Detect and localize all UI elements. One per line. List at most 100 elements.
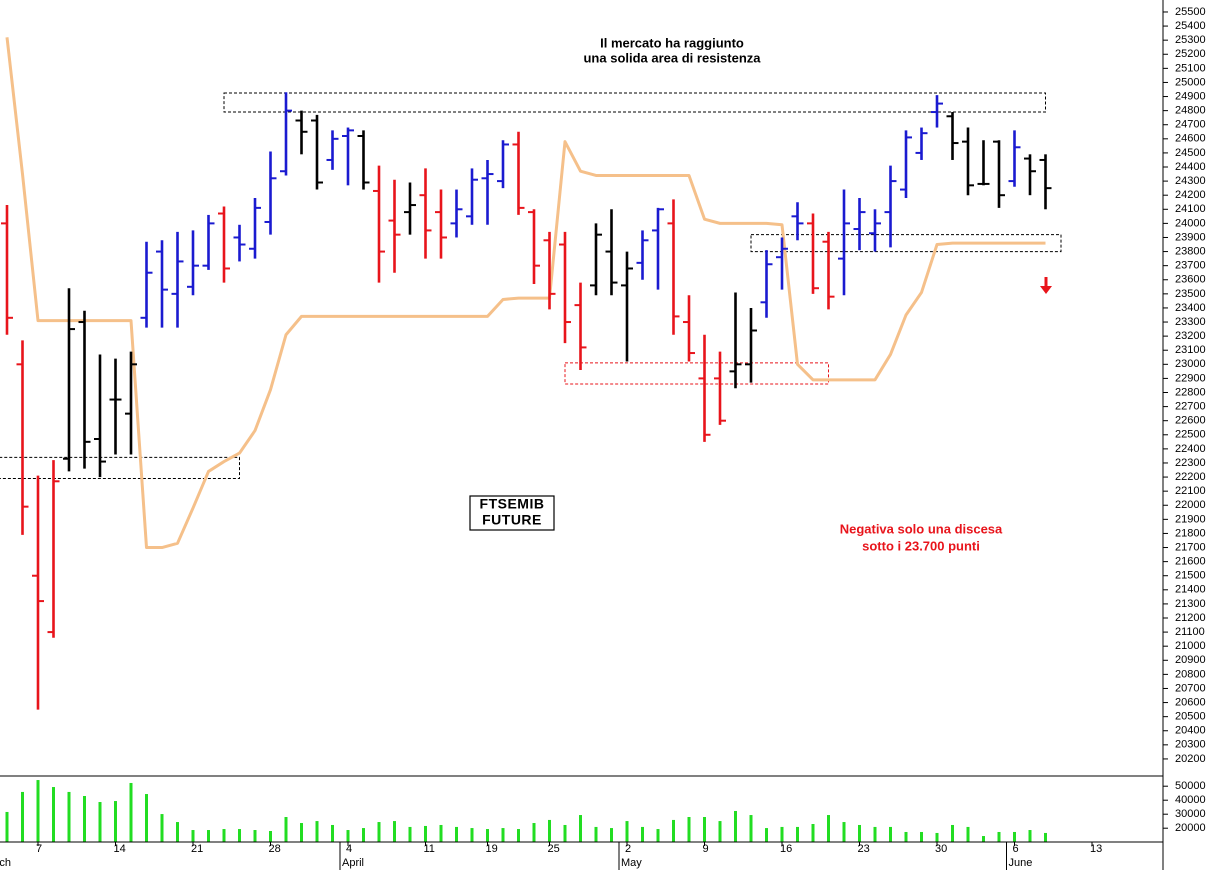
volume-bar (548, 819, 551, 842)
y-tick-label: 20500 (1175, 711, 1206, 723)
volume-bar (346, 830, 350, 842)
y-tick-label: 24300 (1175, 175, 1206, 187)
volume-bar (238, 829, 241, 842)
y-tick-label: 24600 (1175, 133, 1206, 145)
volume-bar (749, 815, 753, 842)
volume-bar (904, 831, 908, 842)
y-tick-label: 24900 (1175, 90, 1206, 102)
plot (1, 37, 1052, 842)
y-tick-label: 20700 (1175, 682, 1206, 694)
x-tick-label: 6 (1013, 843, 1019, 855)
annotation: sotto i 23.700 punti (862, 538, 980, 553)
volume-bar (966, 826, 970, 842)
annotation: FTSEMIB (480, 496, 545, 512)
y-tick-label: 22600 (1175, 415, 1206, 427)
volume-bar (641, 826, 644, 842)
volume-bar (997, 831, 1001, 842)
volume-bar (439, 824, 443, 842)
y-tick-label: 25200 (1175, 48, 1206, 60)
x-tick-label: 23 (858, 843, 870, 855)
y-tick-label: 21900 (1175, 513, 1206, 525)
volume-bar (842, 822, 846, 842)
y-tick-label: 22900 (1175, 372, 1206, 384)
volume-bar (21, 791, 24, 842)
y-tick-label: 21300 (1175, 598, 1206, 610)
volume-bar (951, 824, 954, 842)
volume-bar (1013, 831, 1016, 842)
volume-bar (827, 815, 830, 842)
volume-bar (765, 828, 768, 842)
volume-bar (796, 826, 799, 842)
volume-bar (811, 824, 815, 842)
volume-bar (656, 829, 660, 842)
x-tick-label: 28 (269, 843, 281, 855)
volume-bar (935, 832, 939, 842)
y-tick-label: 23900 (1175, 231, 1206, 243)
y-tick-label: 20400 (1175, 725, 1206, 737)
y-tick-label: 23400 (1175, 302, 1206, 314)
annotation: una solida area di resistenza (583, 50, 761, 65)
x-tick-label: 7 (36, 843, 42, 855)
y-tick-label: 23300 (1175, 316, 1206, 328)
x-tick-label: 21 (191, 843, 203, 855)
x-tick-label: 14 (114, 843, 126, 855)
volume-bar (610, 828, 613, 842)
y-tick-label: 21800 (1175, 527, 1206, 539)
x-tick-label: 19 (486, 843, 498, 855)
volume-bar (424, 825, 427, 842)
y-tick-label: 22700 (1175, 401, 1206, 413)
y-tick-label: 23000 (1175, 358, 1206, 370)
month-label: June (1009, 857, 1033, 869)
annotation: Il mercato ha raggiunto (600, 35, 744, 50)
zone (0, 456, 240, 479)
volume-bar (362, 828, 365, 842)
volume-bar (160, 814, 164, 842)
y-tick-label: 24100 (1175, 203, 1206, 215)
y-tick-label: 30000 (1175, 808, 1206, 820)
y-tick-label: 24000 (1175, 217, 1206, 229)
y-tick-label: 20900 (1175, 654, 1206, 666)
volume-bar (563, 824, 567, 842)
volume-bar (284, 817, 288, 842)
y-tick-label: 23500 (1175, 288, 1206, 300)
y-tick-label: 25500 (1175, 6, 1206, 18)
x-tick-label: 9 (703, 843, 709, 855)
y-tick-label: 25400 (1175, 20, 1206, 32)
x-tick-label: 30 (935, 843, 947, 855)
x-tick-label: 16 (780, 843, 792, 855)
x-tick-label: 25 (548, 843, 560, 855)
y-tick-label: 25000 (1175, 76, 1206, 88)
y-tick-label: 22300 (1175, 457, 1206, 469)
volume-bar (191, 830, 195, 842)
volume-bar (687, 817, 691, 842)
volume-bar (1028, 830, 1032, 842)
y-tick-label: 21500 (1175, 570, 1206, 582)
volume-bar (718, 821, 722, 842)
y-tick-label: 21400 (1175, 584, 1206, 596)
y-tick-label: 22200 (1175, 471, 1206, 483)
volume-bar (455, 826, 458, 842)
volume-bar (67, 791, 71, 842)
volume-bar (269, 831, 272, 842)
x-tick-label: 11 (424, 843, 435, 855)
indicator-line (5, 37, 1046, 550)
volume-bar (625, 821, 629, 842)
y-tick-label: 22500 (1175, 429, 1206, 441)
volume-bar (408, 826, 412, 842)
volume-bar (98, 802, 102, 842)
y-tick-label: 23700 (1175, 260, 1206, 272)
y-tick-label: 23800 (1175, 245, 1206, 257)
y-tick-label: 23200 (1175, 330, 1206, 342)
month-label: May (621, 857, 642, 869)
annotation: Negativa solo una discesa (840, 521, 1003, 536)
y-tick-label: 21200 (1175, 612, 1206, 624)
y-tick-label: 24500 (1175, 147, 1206, 159)
y-tick-label: 21100 (1175, 626, 1205, 638)
volume-bar (129, 782, 133, 842)
volume-bar (393, 821, 396, 842)
volume-bar (207, 830, 210, 842)
x-tick-label: 13 (1090, 843, 1102, 855)
down-arrow (1040, 277, 1052, 294)
